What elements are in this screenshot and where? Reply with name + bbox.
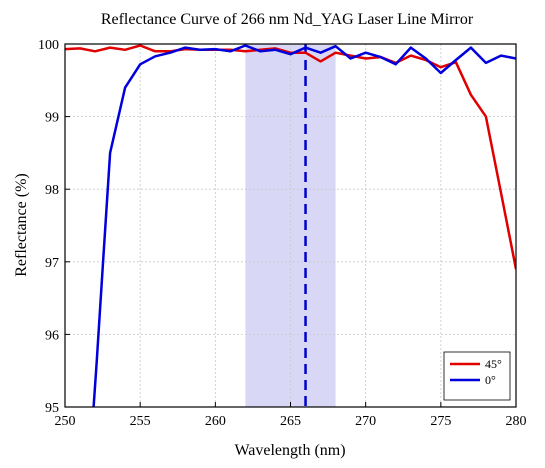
x-tick-label: 265	[280, 414, 301, 429]
grid-layer	[65, 44, 516, 407]
legend-label-45: 45°	[485, 357, 502, 371]
y-tick-label: 96	[45, 328, 59, 343]
series-layer	[65, 44, 516, 407]
legend: 45° 0°	[443, 351, 511, 401]
y-tick-label: 99	[45, 111, 59, 126]
series-line-0deg	[92, 44, 516, 407]
x-tick-label: 260	[205, 414, 226, 429]
series-line-45deg	[65, 44, 516, 270]
y-axis-title: Reflectance (%)	[13, 173, 30, 276]
x-tick-label: 255	[130, 414, 151, 429]
y-tick-label: 97	[45, 256, 59, 271]
chart-title: Reflectance Curve of 266 nm Nd_YAG Laser…	[101, 11, 474, 28]
legend-box	[443, 351, 511, 401]
x-tick-label: 250	[55, 414, 76, 429]
tick-layer: 250 255 260 265 270 275 280 95 96 97 98 99 100	[38, 38, 527, 429]
y-tick-label: 95	[45, 401, 59, 416]
y-tick-label: 98	[45, 183, 59, 198]
x-tick-label: 280	[506, 414, 527, 429]
y-tick-label: 100	[38, 38, 59, 53]
x-tick-label: 275	[430, 414, 451, 429]
legend-label-0: 0°	[485, 373, 496, 387]
x-axis-title: Wavelength (nm)	[234, 442, 345, 459]
x-tick-label: 270	[355, 414, 376, 429]
